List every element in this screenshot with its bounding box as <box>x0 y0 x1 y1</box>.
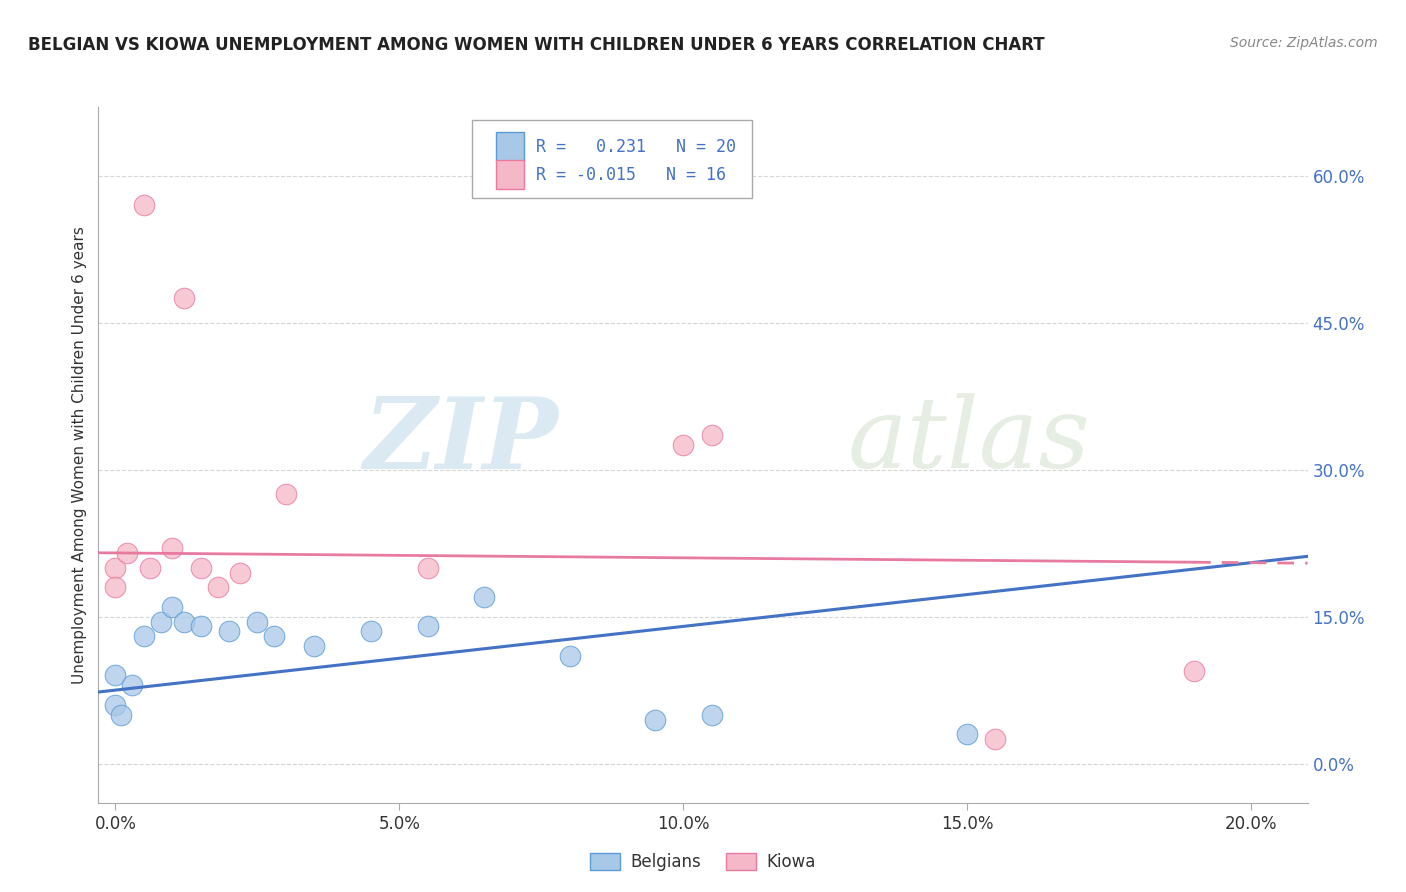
Point <box>302 639 325 653</box>
Point <box>360 624 382 639</box>
Point <box>190 619 212 633</box>
Legend: Belgians, Kiowa: Belgians, Kiowa <box>583 847 823 878</box>
Point <box>474 590 496 604</box>
Point <box>644 713 666 727</box>
Point <box>110 707 132 722</box>
Point <box>104 698 127 712</box>
Text: BELGIAN VS KIOWA UNEMPLOYMENT AMONG WOMEN WITH CHILDREN UNDER 6 YEARS CORRELATIO: BELGIAN VS KIOWA UNEMPLOYMENT AMONG WOME… <box>28 36 1045 54</box>
Text: R =   0.231   N = 20: R = 0.231 N = 20 <box>536 137 735 156</box>
Point <box>956 727 979 741</box>
Point <box>700 428 723 442</box>
Text: ZIP: ZIP <box>363 392 558 489</box>
Point <box>149 615 172 629</box>
Point <box>274 487 297 501</box>
Point <box>246 615 269 629</box>
Point <box>700 707 723 722</box>
Point <box>115 546 138 560</box>
Point <box>160 599 183 614</box>
Point <box>558 648 581 663</box>
Point <box>132 629 155 643</box>
Point <box>416 560 439 574</box>
Y-axis label: Unemployment Among Women with Children Under 6 years: Unemployment Among Women with Children U… <box>72 226 87 684</box>
Text: atlas: atlas <box>848 393 1091 489</box>
Point <box>132 198 155 212</box>
Point <box>121 678 143 692</box>
Point <box>984 732 1007 747</box>
Point <box>173 615 195 629</box>
Point <box>218 624 240 639</box>
Point <box>138 560 160 574</box>
Point <box>173 291 195 305</box>
Point <box>1182 664 1205 678</box>
Text: R = -0.015   N = 16: R = -0.015 N = 16 <box>536 166 725 184</box>
Point <box>104 580 127 594</box>
Point <box>190 560 212 574</box>
Text: Source: ZipAtlas.com: Source: ZipAtlas.com <box>1230 36 1378 50</box>
Point <box>160 541 183 555</box>
Point <box>672 438 695 452</box>
Point <box>229 566 252 580</box>
Point <box>416 619 439 633</box>
Point <box>263 629 285 643</box>
Point <box>104 668 127 682</box>
Point <box>207 580 229 594</box>
Point <box>104 560 127 574</box>
